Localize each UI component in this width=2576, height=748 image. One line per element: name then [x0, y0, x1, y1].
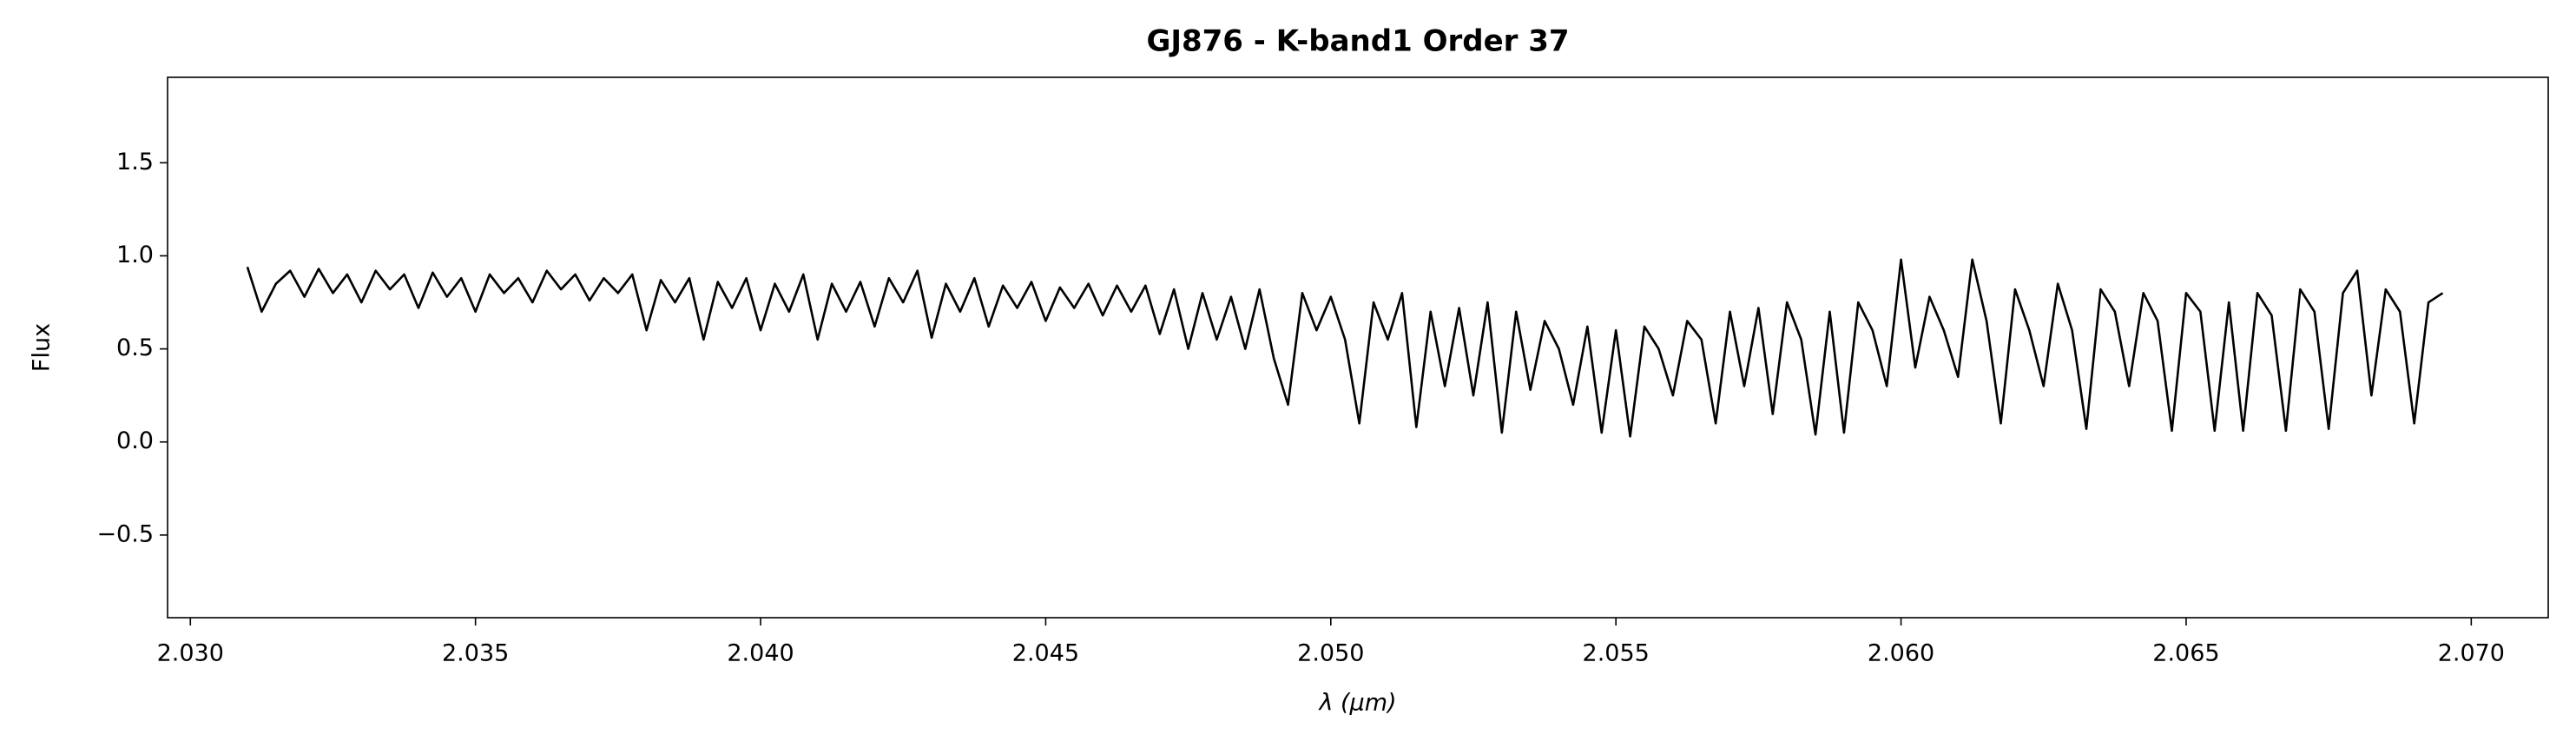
spectrum-line: [246, 258, 2444, 438]
x-tick-label: 2.060: [1868, 640, 1934, 667]
plot-frame: [167, 76, 2549, 619]
chart-title: GJ876 - K-band1 Order 37: [1146, 24, 1569, 59]
y-tick-label: 0.5: [116, 334, 154, 361]
x-tick-label: 2.030: [157, 640, 224, 667]
y-tick-label: 0.0: [116, 427, 154, 454]
x-tick-label: 2.035: [442, 640, 509, 667]
x-tick-label: 2.045: [1012, 640, 1079, 667]
x-tick-label: 2.050: [1297, 640, 1364, 667]
y-tick-label: −0.5: [96, 520, 154, 547]
x-tick-label: 2.065: [2152, 640, 2219, 667]
x-axis-label: λ (μm): [1317, 690, 1396, 717]
y-axis-label: Flux: [29, 323, 56, 372]
y-tick-label: 1.5: [116, 149, 154, 175]
x-tick-label: 2.070: [2438, 640, 2505, 667]
x-tick-label: 2.040: [727, 640, 794, 667]
x-tick-label: 2.055: [1583, 640, 1650, 667]
y-tick-label: 1.0: [116, 242, 154, 268]
